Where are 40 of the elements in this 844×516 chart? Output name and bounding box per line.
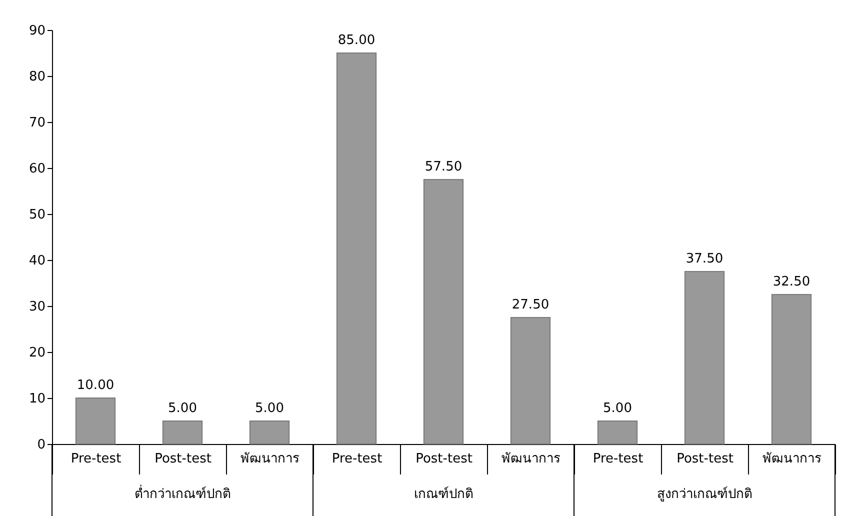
data-label: 85.00 — [338, 33, 376, 48]
text: สูงกว่าเกณฑ์ปกติ — [657, 486, 752, 502]
bar — [684, 271, 725, 444]
bar — [75, 398, 116, 444]
x-tick-label: พัฒนาการ — [762, 452, 822, 466]
data-label: 57.50 — [424, 160, 462, 174]
bar — [249, 420, 290, 444]
data-label: 32.50 — [772, 274, 810, 290]
y-tick-label: 60 — [28, 162, 46, 176]
y-tick-label: 40 — [28, 254, 46, 268]
text: เกณฑ์ปกติ — [414, 486, 473, 502]
bar — [597, 420, 638, 444]
x-tick-label: Post-test — [416, 452, 472, 466]
bar — [771, 294, 812, 444]
data-label: 5.00 — [603, 401, 632, 416]
x-tick-label: Post-test — [154, 452, 212, 466]
y-tick-label: 50 — [28, 208, 46, 222]
y-tick-label: 80 — [28, 70, 46, 84]
x-tick-label: พัฒนาการ — [502, 452, 560, 466]
x-tick-label: Pre-test — [592, 452, 644, 466]
x-tick-label: Pre-test — [70, 452, 122, 466]
x-tick-label: Pre-test — [332, 452, 382, 466]
y-tick-label: 90 — [28, 24, 46, 38]
data-label: 10.00 — [76, 378, 114, 393]
bar — [510, 317, 551, 444]
data-label: 27.50 — [512, 298, 550, 312]
x-tick-label: Post-test — [676, 452, 734, 466]
bar — [336, 52, 377, 444]
x-tick-label: พัฒนาการ — [240, 452, 300, 466]
y-tick-label: 70 — [28, 116, 46, 130]
y-tick-label: 0 — [37, 438, 46, 452]
text: ต่ำกว่าเกณฑ์ปกติ — [134, 485, 230, 502]
bar — [162, 420, 203, 444]
data-label: 37.50 — [686, 252, 724, 266]
data-label: 5.00 — [168, 401, 197, 416]
bar — [423, 179, 464, 444]
y-tick-label: 30 — [28, 300, 46, 314]
y-tick-label: 10 — [28, 392, 46, 406]
y-tick-label: 20 — [28, 346, 46, 360]
data-label: 5.00 — [255, 401, 284, 416]
